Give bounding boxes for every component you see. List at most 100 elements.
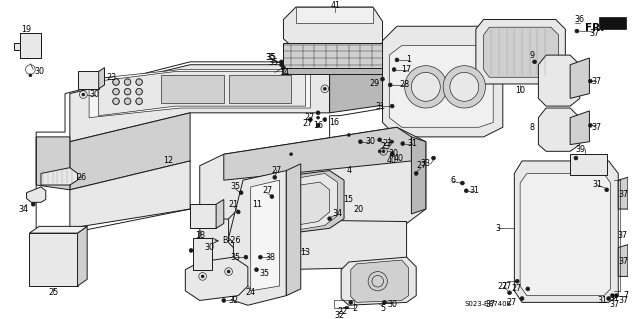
Circle shape [460, 181, 464, 185]
Polygon shape [228, 204, 267, 252]
Polygon shape [570, 154, 607, 175]
Text: 38: 38 [265, 253, 275, 262]
Text: 13: 13 [301, 248, 310, 257]
Text: 27: 27 [271, 166, 282, 175]
Circle shape [526, 287, 530, 291]
Text: 39: 39 [575, 145, 586, 154]
Polygon shape [296, 7, 373, 23]
Circle shape [450, 72, 479, 101]
Polygon shape [29, 226, 87, 233]
Text: 37: 37 [618, 296, 628, 305]
Circle shape [125, 89, 131, 95]
Text: 27: 27 [502, 282, 512, 291]
Circle shape [431, 156, 435, 160]
Polygon shape [383, 26, 503, 137]
Polygon shape [29, 233, 77, 286]
Text: 21: 21 [228, 200, 239, 209]
Polygon shape [228, 75, 291, 103]
Text: 4: 4 [346, 166, 351, 175]
Text: FR.: FR. [584, 23, 604, 33]
Circle shape [113, 89, 119, 95]
Polygon shape [515, 161, 618, 302]
Text: 18: 18 [195, 231, 205, 240]
Circle shape [404, 66, 447, 108]
Circle shape [611, 294, 614, 298]
Polygon shape [200, 219, 406, 271]
Circle shape [136, 98, 143, 105]
Text: 3: 3 [495, 224, 500, 233]
Text: 30: 30 [365, 137, 375, 146]
Polygon shape [351, 260, 408, 302]
Text: 7: 7 [623, 291, 628, 300]
Circle shape [392, 68, 396, 71]
Circle shape [201, 275, 204, 278]
Polygon shape [36, 137, 70, 190]
Circle shape [113, 79, 119, 85]
Text: 27: 27 [506, 298, 516, 307]
Text: 36: 36 [575, 15, 585, 24]
Text: 20: 20 [353, 204, 364, 213]
Text: 30: 30 [204, 243, 214, 252]
Text: 31: 31 [376, 101, 386, 111]
Circle shape [280, 60, 284, 64]
Text: 27: 27 [304, 113, 314, 122]
Text: 40: 40 [394, 153, 404, 163]
Polygon shape [618, 177, 628, 209]
Text: 33: 33 [421, 159, 431, 168]
Circle shape [125, 79, 131, 85]
Text: 27: 27 [511, 285, 522, 293]
Circle shape [125, 98, 131, 104]
Circle shape [29, 74, 32, 77]
Text: 34: 34 [332, 209, 342, 219]
Polygon shape [70, 161, 190, 228]
Circle shape [395, 58, 399, 62]
Circle shape [588, 123, 592, 127]
Circle shape [227, 270, 230, 273]
Text: 37: 37 [591, 123, 601, 132]
Polygon shape [251, 180, 280, 291]
Text: 9: 9 [529, 51, 534, 60]
Polygon shape [99, 71, 305, 116]
Polygon shape [70, 113, 190, 190]
Circle shape [443, 66, 486, 108]
Circle shape [575, 29, 579, 33]
Circle shape [414, 172, 418, 175]
Text: 26: 26 [76, 173, 86, 182]
Circle shape [614, 294, 618, 298]
Circle shape [390, 152, 394, 156]
Text: 35: 35 [230, 182, 241, 191]
Text: 31: 31 [592, 181, 602, 189]
Polygon shape [484, 27, 559, 77]
Circle shape [124, 88, 131, 95]
Circle shape [348, 134, 350, 137]
Circle shape [113, 88, 120, 95]
Text: 15: 15 [343, 195, 353, 204]
Text: 40: 40 [386, 156, 396, 166]
Circle shape [349, 300, 353, 304]
Circle shape [273, 175, 276, 179]
Circle shape [401, 142, 404, 145]
Text: 23: 23 [382, 139, 392, 148]
Circle shape [136, 98, 142, 104]
Text: 27: 27 [498, 282, 508, 291]
Text: 41: 41 [330, 1, 340, 10]
Circle shape [378, 150, 381, 153]
Text: 29: 29 [370, 79, 380, 88]
Text: 24: 24 [246, 288, 256, 297]
Polygon shape [224, 127, 412, 180]
Polygon shape [99, 68, 104, 89]
Text: 14: 14 [280, 68, 289, 77]
Polygon shape [284, 7, 383, 50]
Circle shape [113, 79, 120, 85]
Circle shape [328, 217, 332, 221]
Circle shape [412, 72, 440, 101]
Circle shape [255, 268, 259, 271]
Circle shape [270, 195, 274, 198]
Circle shape [259, 255, 262, 259]
Polygon shape [200, 127, 426, 233]
Polygon shape [41, 168, 77, 185]
Polygon shape [538, 55, 580, 106]
Circle shape [124, 98, 131, 105]
Text: 27: 27 [302, 119, 312, 128]
Text: 37: 37 [617, 231, 627, 240]
